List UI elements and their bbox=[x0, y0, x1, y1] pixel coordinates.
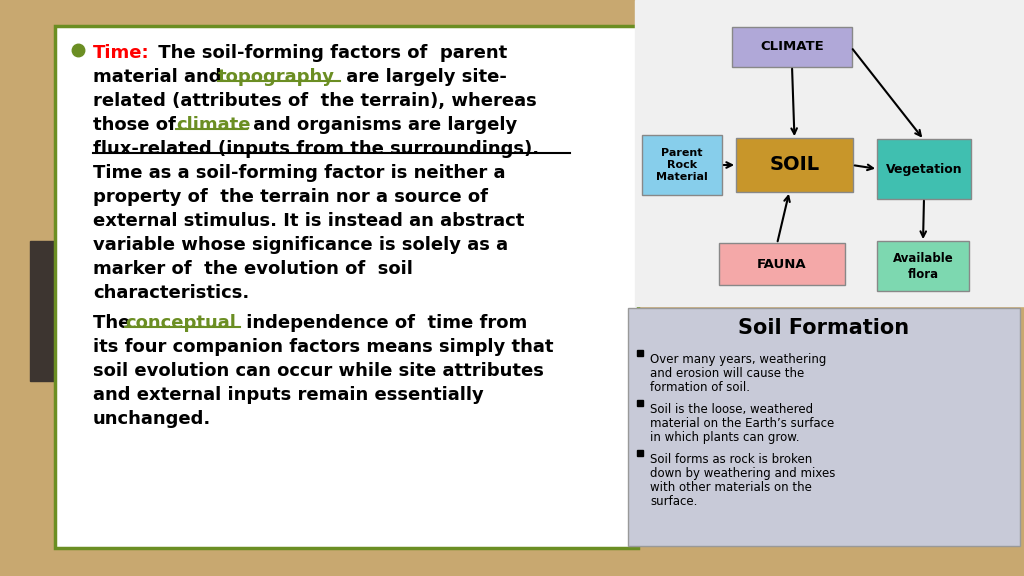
Text: The soil-forming factors of  parent: The soil-forming factors of parent bbox=[152, 44, 507, 62]
Bar bbox=[635, 0, 1024, 306]
Text: conceptual: conceptual bbox=[125, 314, 236, 332]
Text: CLIMATE: CLIMATE bbox=[760, 40, 824, 54]
FancyBboxPatch shape bbox=[732, 27, 852, 67]
Text: those of: those of bbox=[93, 116, 182, 134]
Text: independence of  time from: independence of time from bbox=[240, 314, 527, 332]
Text: and erosion will cause the: and erosion will cause the bbox=[650, 367, 804, 380]
Text: surface.: surface. bbox=[650, 495, 697, 508]
Text: Available
flora: Available flora bbox=[893, 252, 953, 281]
Text: Parent
Rock
Material: Parent Rock Material bbox=[656, 147, 708, 183]
Text: Soil Formation: Soil Formation bbox=[738, 318, 909, 338]
FancyBboxPatch shape bbox=[719, 243, 845, 285]
FancyBboxPatch shape bbox=[877, 241, 969, 291]
Text: formation of soil.: formation of soil. bbox=[650, 381, 750, 394]
FancyBboxPatch shape bbox=[642, 135, 722, 195]
Text: Time:: Time: bbox=[93, 44, 150, 62]
Text: topography: topography bbox=[218, 68, 335, 86]
Text: flux-related (inputs from the surroundings).: flux-related (inputs from the surroundin… bbox=[93, 140, 539, 158]
FancyBboxPatch shape bbox=[736, 138, 853, 192]
Text: external stimulus. It is instead an abstract: external stimulus. It is instead an abst… bbox=[93, 212, 524, 230]
Text: characteristics.: characteristics. bbox=[93, 284, 249, 302]
Bar bbox=[30, 241, 82, 381]
Text: are largely site-: are largely site- bbox=[340, 68, 507, 86]
Text: and external inputs remain essentially: and external inputs remain essentially bbox=[93, 386, 483, 404]
Text: related (attributes of  the terrain), whereas: related (attributes of the terrain), whe… bbox=[93, 92, 537, 110]
Text: soil evolution can occur while site attributes: soil evolution can occur while site attr… bbox=[93, 362, 544, 380]
Text: The: The bbox=[93, 314, 136, 332]
Text: in which plants can grow.: in which plants can grow. bbox=[650, 431, 800, 444]
Text: SOIL: SOIL bbox=[769, 156, 819, 175]
Text: unchanged.: unchanged. bbox=[93, 410, 211, 428]
Text: Time as a soil-forming factor is neither a: Time as a soil-forming factor is neither… bbox=[93, 164, 506, 182]
Text: Over many years, weathering: Over many years, weathering bbox=[650, 353, 826, 366]
Text: Vegetation: Vegetation bbox=[886, 162, 963, 176]
Text: its four companion factors means simply that: its four companion factors means simply … bbox=[93, 338, 554, 356]
Text: with other materials on the: with other materials on the bbox=[650, 481, 812, 494]
FancyBboxPatch shape bbox=[628, 308, 1020, 546]
Text: material on the Earth’s surface: material on the Earth’s surface bbox=[650, 417, 835, 430]
Text: property of  the terrain nor a source of: property of the terrain nor a source of bbox=[93, 188, 488, 206]
FancyBboxPatch shape bbox=[55, 26, 638, 548]
Text: Soil is the loose, weathered: Soil is the loose, weathered bbox=[650, 403, 813, 416]
Text: Soil forms as rock is broken: Soil forms as rock is broken bbox=[650, 453, 812, 466]
Text: marker of  the evolution of  soil: marker of the evolution of soil bbox=[93, 260, 413, 278]
FancyBboxPatch shape bbox=[877, 139, 971, 199]
Text: climate: climate bbox=[176, 116, 251, 134]
Text: down by weathering and mixes: down by weathering and mixes bbox=[650, 467, 836, 480]
Text: FAUNA: FAUNA bbox=[757, 257, 807, 271]
Text: and organisms are largely: and organisms are largely bbox=[247, 116, 517, 134]
Text: variable whose significance is solely as a: variable whose significance is solely as… bbox=[93, 236, 508, 254]
Text: material and: material and bbox=[93, 68, 227, 86]
